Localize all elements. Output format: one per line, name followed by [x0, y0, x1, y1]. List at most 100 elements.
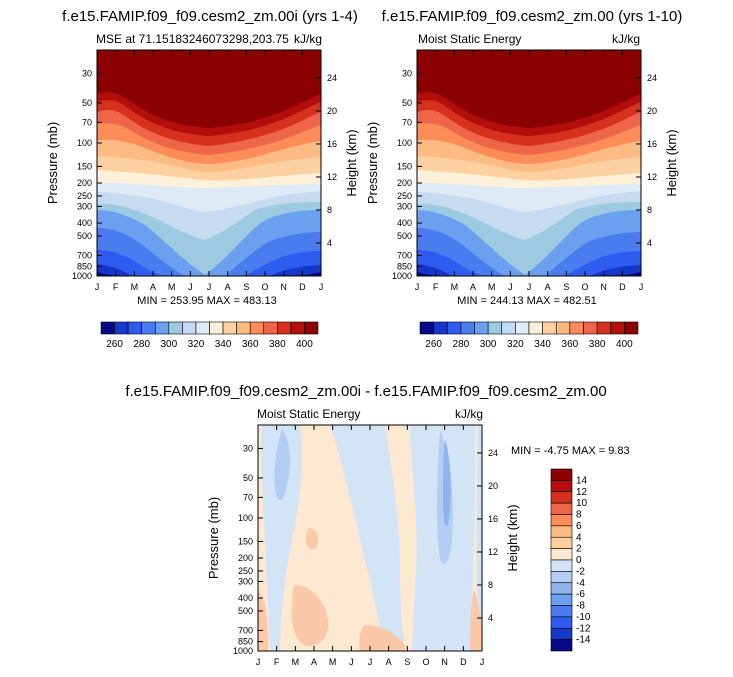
y-tick-label: 500 — [77, 231, 92, 241]
band-blue-4 — [417, 250, 641, 276]
band-pos-1-lower — [292, 585, 329, 646]
y-axis-label: Pressure (mb) — [365, 122, 380, 204]
colorbar-label: 280 — [453, 339, 470, 350]
band-pos-1-left-edge — [258, 590, 268, 651]
y-tick-label: 500 — [238, 606, 253, 616]
x-tick-label: J — [508, 282, 513, 292]
y-tick-label: 50 — [402, 98, 412, 108]
band-blue-3 — [97, 228, 321, 276]
contour-field — [97, 50, 321, 276]
colorbar-label: 360 — [562, 339, 579, 350]
colorbar-box — [550, 639, 573, 652]
colorbar-label: -4 — [576, 578, 585, 589]
colorbar-box — [304, 321, 319, 335]
contour-field — [258, 425, 482, 651]
y-tick-label: 850 — [238, 637, 253, 647]
y-tick-label: 200 — [397, 178, 412, 188]
x-tick-label: J — [188, 282, 193, 292]
x-tick-label: S — [563, 282, 569, 292]
colorbar-label: 12 — [576, 487, 588, 498]
colorbar-box — [460, 321, 475, 335]
colorbar-box — [209, 321, 224, 335]
colorbar-box — [195, 321, 210, 335]
colorbar-box — [550, 502, 573, 515]
colorbar-box — [487, 321, 503, 335]
colorbar-box — [550, 525, 573, 538]
height-tick-label: 12 — [488, 547, 498, 557]
colorbar-box — [528, 321, 543, 335]
height-tick-label: 24 — [327, 73, 337, 83]
colorbar-box — [277, 321, 292, 335]
x-tick-label: F — [274, 657, 280, 667]
colorbar-label: 4 — [576, 532, 582, 543]
colorbar-label: 300 — [160, 339, 177, 350]
band-neg-3 — [443, 440, 451, 527]
colorbar-label: 14 — [576, 475, 588, 486]
y-tick-label: 100 — [238, 513, 253, 523]
height-tick-label: 4 — [488, 613, 493, 623]
height-tick-label: 12 — [647, 172, 657, 182]
colorbar: 260 280 300 320 340 360 380 400 — [100, 321, 319, 350]
colorbar-box — [569, 321, 584, 335]
x-tick-label: N — [280, 282, 287, 292]
y-tick-label: 50 — [243, 473, 253, 483]
colorbar-label: -12 — [576, 623, 591, 634]
y-tick-label: 300 — [238, 576, 253, 586]
y-tick-label: 700 — [238, 625, 253, 635]
colorbar-label: 300 — [480, 339, 497, 350]
colorbar-box — [100, 321, 115, 335]
colorbar-box — [555, 321, 571, 335]
x-tick-label: S — [243, 282, 249, 292]
colorbar-box — [446, 321, 462, 335]
contour-field — [417, 50, 641, 276]
x-tick-label: A — [311, 657, 317, 667]
x-tick-label: O — [261, 282, 268, 292]
y-tick-label: 70 — [402, 117, 412, 127]
height-tick-label: 20 — [327, 106, 337, 116]
colorbar-box — [542, 321, 557, 335]
y-tick-label: 30 — [402, 68, 412, 78]
colorbar-label: 0 — [576, 555, 582, 566]
x-tick-label: O — [422, 657, 429, 667]
colorbar-box — [263, 321, 278, 335]
x-tick-label: J — [95, 282, 100, 292]
colorbar-label: 6 — [576, 521, 582, 532]
panel-subtitle-right: kJ/kg — [455, 407, 483, 421]
band-blue-3 — [417, 228, 641, 276]
x-tick-label: O — [581, 282, 588, 292]
colorbar-label: 260 — [106, 339, 123, 350]
colorbar-label: -8 — [576, 601, 585, 612]
colorbar-box — [550, 514, 573, 527]
y-tick-label: 150 — [397, 161, 412, 171]
y-tick-label: 700 — [397, 250, 412, 260]
band-blue-4 — [97, 250, 321, 276]
x-tick-label: S — [404, 657, 410, 667]
x-tick-label: F — [113, 282, 119, 292]
colorbar-label: -6 — [576, 589, 585, 600]
colorbar-box — [249, 321, 265, 335]
colorbar-box — [624, 321, 639, 335]
panel-mse-difference: f.e15.FAMIP.f09_f09.cesm2_zm.00i - f.e15… — [125, 383, 629, 667]
y-tick-label: 250 — [238, 566, 253, 576]
colorbar-box — [168, 321, 183, 335]
colorbar-box — [596, 321, 612, 335]
colorbar-label: 380 — [269, 339, 286, 350]
x-tick-label: A — [470, 282, 476, 292]
y-tick-label: 850 — [77, 262, 92, 272]
panel-subtitle-left: Moist Static Energy — [257, 407, 360, 421]
colorbar-box — [501, 321, 516, 335]
x-tick-label: J — [639, 282, 644, 292]
y-tick-label: 30 — [243, 443, 253, 453]
panel-title: f.e15.FAMIP.f09_f09.cesm2_zm.00i (yrs 1-… — [62, 8, 358, 25]
colorbar-box — [550, 468, 573, 481]
x-tick-label: D — [619, 282, 626, 292]
y-tick-label: 250 — [77, 191, 92, 201]
panel-subtitle-right: kJ/kg — [612, 32, 640, 46]
y-tick-label: 70 — [82, 117, 92, 127]
colorbar-label: 280 — [133, 339, 150, 350]
